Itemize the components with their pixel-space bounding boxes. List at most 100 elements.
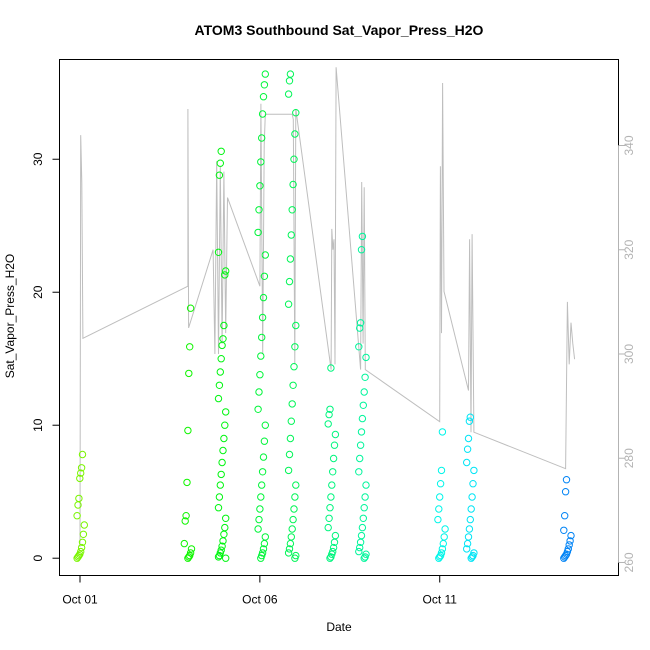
data-point bbox=[76, 474, 84, 483]
data-point bbox=[562, 476, 571, 484]
axes-layer: 0 10 20 30 260 280 300 320 340 Oct 01 Oct 06 Oct 11 bbox=[31, 135, 636, 606]
data-point bbox=[464, 533, 473, 541]
data-point bbox=[257, 158, 265, 166]
data-point bbox=[464, 434, 473, 443]
data-point bbox=[434, 515, 442, 524]
data-point bbox=[257, 493, 265, 501]
data-point bbox=[567, 531, 575, 540]
data-point bbox=[285, 77, 294, 85]
data-point bbox=[217, 546, 225, 554]
data-point bbox=[214, 553, 223, 561]
data-point bbox=[355, 547, 363, 556]
y2-tick-label: 340 bbox=[622, 135, 636, 155]
data-point bbox=[357, 246, 366, 254]
y-axis-label: Sat_Vapor_Press_H2O bbox=[3, 254, 17, 379]
data-point bbox=[437, 466, 446, 475]
data-point bbox=[256, 505, 264, 513]
data-point bbox=[181, 517, 189, 525]
data-point bbox=[467, 505, 475, 513]
data-point bbox=[77, 469, 85, 477]
data-point bbox=[438, 545, 447, 553]
data-point bbox=[220, 434, 228, 443]
data-point bbox=[285, 450, 294, 459]
data-point bbox=[357, 531, 366, 540]
data-point bbox=[324, 523, 332, 532]
data-point bbox=[254, 405, 262, 413]
data-point bbox=[258, 549, 267, 557]
data-point bbox=[356, 543, 364, 552]
data-point bbox=[327, 364, 335, 372]
data-point bbox=[329, 454, 338, 463]
data-point bbox=[360, 554, 368, 562]
data-point bbox=[284, 466, 293, 475]
data-point bbox=[289, 515, 297, 524]
data-point bbox=[222, 267, 230, 275]
data-point bbox=[358, 232, 367, 241]
data-point bbox=[258, 468, 267, 476]
data-point bbox=[78, 538, 87, 546]
data-point bbox=[259, 93, 268, 101]
data-point bbox=[287, 231, 295, 239]
data-point bbox=[327, 493, 335, 501]
data-point bbox=[361, 493, 369, 501]
y2-tick-label: 260 bbox=[622, 552, 636, 572]
x-axis-label: Date bbox=[326, 620, 352, 634]
data-point bbox=[286, 434, 295, 443]
data-point bbox=[291, 343, 299, 351]
data-point bbox=[183, 478, 191, 487]
data-point bbox=[560, 526, 568, 534]
data-point bbox=[187, 545, 196, 553]
data-point bbox=[180, 539, 189, 548]
data-point bbox=[287, 533, 295, 541]
data-point bbox=[326, 504, 334, 512]
data-point bbox=[255, 388, 263, 396]
data-point bbox=[216, 481, 225, 489]
data-point bbox=[440, 533, 448, 541]
data-point bbox=[77, 543, 86, 552]
data-point bbox=[285, 277, 294, 286]
data-point bbox=[331, 430, 340, 439]
data-point bbox=[566, 537, 574, 545]
data-point bbox=[466, 515, 474, 524]
data-point bbox=[292, 321, 300, 330]
data-point bbox=[286, 255, 295, 263]
data-point bbox=[358, 523, 367, 532]
data-point bbox=[436, 553, 444, 561]
data-point bbox=[438, 428, 447, 436]
x-tick-label: Oct 01 bbox=[62, 593, 98, 607]
data-point bbox=[328, 481, 336, 489]
y2-tick-label: 300 bbox=[622, 344, 636, 364]
data-point bbox=[331, 531, 340, 540]
temperature-line-layer bbox=[79, 67, 576, 547]
data-points-layer bbox=[73, 70, 575, 562]
data-point bbox=[359, 401, 367, 409]
data-point bbox=[468, 553, 476, 561]
data-point bbox=[290, 363, 298, 371]
data-point bbox=[260, 437, 269, 445]
data-point bbox=[463, 445, 472, 453]
x-tick-label: Oct 11 bbox=[422, 593, 457, 607]
data-point bbox=[470, 466, 478, 475]
data-point bbox=[564, 545, 572, 553]
data-point bbox=[292, 481, 300, 489]
data-point bbox=[361, 373, 369, 381]
data-point bbox=[286, 70, 295, 78]
data-point bbox=[218, 458, 226, 467]
data-point bbox=[220, 321, 228, 330]
data-point bbox=[256, 371, 264, 379]
data-point bbox=[466, 413, 474, 421]
data-point bbox=[258, 333, 266, 342]
data-point bbox=[259, 545, 268, 553]
data-point bbox=[254, 228, 262, 237]
data-point bbox=[261, 251, 269, 259]
data-point bbox=[257, 352, 265, 360]
data-point bbox=[362, 353, 370, 362]
data-point bbox=[222, 554, 230, 562]
data-point bbox=[215, 493, 224, 501]
data-point bbox=[359, 514, 367, 522]
data-point bbox=[437, 549, 446, 557]
data-point bbox=[288, 525, 296, 533]
data-point bbox=[468, 493, 476, 501]
